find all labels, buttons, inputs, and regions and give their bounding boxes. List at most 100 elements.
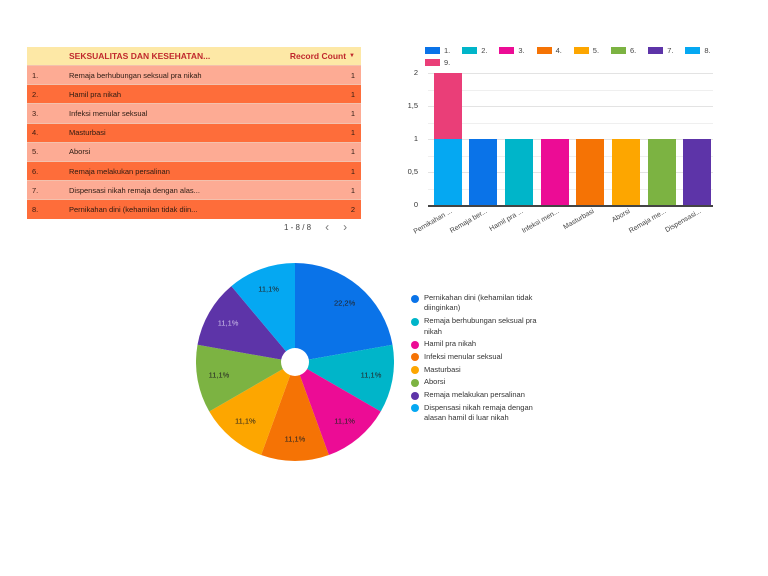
pie-slice[interactable]	[295, 344, 394, 412]
x-axis	[428, 205, 713, 207]
legend-label: 9.	[444, 58, 451, 67]
pie-slice[interactable]	[209, 362, 295, 456]
pie-legend-label: Masturbasi	[424, 364, 461, 374]
legend-item[interactable]: 3.	[499, 46, 525, 55]
pie-legend-item[interactable]: Masturbasi	[411, 365, 541, 375]
pie-legend-item[interactable]: Remaja melakukan persalinan	[411, 390, 541, 400]
pie-legend-label: Pernikahan dini (kehamilan tidak diingin…	[424, 293, 533, 313]
legend-swatch	[425, 47, 440, 54]
page-range: 1 - 8 / 8	[284, 222, 312, 232]
sort-desc-icon: ▼	[349, 53, 355, 59]
row-value: 1	[350, 70, 355, 80]
legend-item[interactable]: 5.	[573, 46, 599, 55]
table-row[interactable]: 4. Masturbasi 1	[27, 122, 361, 142]
pie-legend-label: Infeksi menular seksual	[424, 351, 503, 361]
table-row[interactable]: 1. Remaja berhubungan seksual pra nikah 1	[27, 65, 361, 85]
pie-legend-item[interactable]: Infeksi menular seksual	[411, 352, 541, 362]
gridline	[428, 89, 713, 91]
pie-legend-label: Aborsi	[424, 377, 446, 387]
table-row[interactable]: 5. Aborsi 1	[27, 141, 361, 161]
pie-slice[interactable]	[231, 263, 295, 362]
table-row[interactable]: 3. Infeksi menular seksual 1	[27, 103, 361, 123]
legend-item[interactable]: 8.	[685, 46, 711, 55]
y-tick-label: 2	[413, 68, 418, 77]
table-row[interactable]: 8. Pernikahan dini (kehamilan tidak diin.…	[27, 199, 361, 219]
row-value: 1	[350, 147, 355, 157]
legend-item[interactable]: 4.	[536, 46, 562, 55]
legend-item[interactable]: 1.	[425, 46, 450, 55]
gridline	[428, 172, 713, 173]
pagination: 1 - 8 / 8 ‹ ›	[284, 220, 348, 234]
pie-chart: 22,2% 11,1% 11,1% 11,1% 11,1% 11,1% 11,1% 11,1%	[196, 263, 394, 461]
legend-label: 2.	[481, 46, 488, 55]
table-row[interactable]: 6. Remaja melakukan persalinan 1	[27, 160, 361, 181]
metric-header[interactable]: Record Count ▼	[290, 51, 361, 61]
legend-label: 8.	[704, 46, 711, 55]
legend-item[interactable]: 7.	[648, 46, 673, 55]
legend-dot-icon	[411, 340, 419, 349]
bar-segment[interactable]	[647, 139, 676, 205]
pie-legend-item[interactable]: Aborsi	[411, 377, 541, 387]
bar-segment[interactable]	[505, 139, 534, 205]
pie-legend: Pernikahan dini (kehamilan tidak diingin…	[411, 293, 541, 426]
legend-label: 7.	[667, 46, 674, 55]
metric-header-label: Record Count	[289, 51, 347, 61]
legend-dot-icon	[411, 378, 419, 387]
pie-slice[interactable]	[197, 286, 295, 362]
bar-segment[interactable]	[433, 139, 462, 205]
pie-legend-item[interactable]: Pernikahan dini (kehamilan tidak diingin…	[411, 293, 541, 314]
row-index: 3.	[32, 108, 39, 118]
row-label: Remaja berhubungan seksual pra nikah	[69, 70, 202, 80]
bar-segment[interactable]	[611, 139, 640, 205]
row-value: 1	[350, 108, 355, 118]
dimension-header[interactable]: SEKSUALITAS DAN KESEHATAN...	[69, 51, 211, 61]
legend-dot-icon	[411, 404, 419, 413]
pie-percent-label: 22,2%	[333, 298, 356, 308]
next-page-icon[interactable]: ›	[343, 220, 348, 234]
row-index: 4.	[32, 128, 39, 138]
legend-dot-icon	[411, 294, 419, 303]
gridline	[428, 188, 713, 190]
legend-item[interactable]: 2.	[462, 46, 487, 55]
gridline	[428, 139, 713, 140]
pie-legend-label: Hamil pra nikah	[424, 339, 477, 349]
legend-dot-icon	[411, 366, 419, 375]
row-index: 5.	[32, 147, 39, 157]
legend-label: 4.	[555, 46, 562, 55]
bar-segment[interactable]	[576, 139, 605, 205]
table-row[interactable]: 2. Hamil pra nikah 1	[27, 84, 361, 104]
legend-item[interactable]: 6.	[611, 46, 636, 55]
bar-segment[interactable]	[433, 73, 462, 139]
pie-legend-item[interactable]: Dispensasi nikah remaja dengan alasan ha…	[411, 403, 541, 424]
bar-segment[interactable]	[469, 139, 498, 205]
legend-swatch	[573, 47, 589, 54]
bar-segment[interactable]	[540, 139, 569, 205]
row-index: 2.	[32, 89, 39, 99]
pie-percent-label: 11,1%	[360, 370, 382, 380]
pie-percent-label: 11,1%	[284, 434, 306, 444]
table-header: SEKSUALITAS DAN KESEHATAN... Record Coun…	[27, 47, 361, 65]
legend-label: 1.	[444, 46, 451, 55]
pie-slice[interactable]	[196, 344, 295, 412]
legend-swatch	[462, 47, 478, 54]
gridline	[428, 155, 713, 157]
bar-segment[interactable]	[683, 139, 712, 205]
gridline	[428, 122, 713, 124]
legend-label: 6.	[630, 46, 637, 55]
row-index: 6.	[32, 166, 39, 176]
legend-item[interactable]: 9.	[425, 58, 450, 67]
row-value: 1	[350, 185, 355, 195]
pie-slice[interactable]	[295, 263, 393, 362]
pie-slice[interactable]	[261, 362, 329, 461]
row-label: Hamil pra nikah	[69, 89, 122, 99]
y-tick-label: 0	[413, 200, 418, 209]
legend-swatch	[648, 47, 664, 54]
pie-legend-item[interactable]: Remaja berhubungan seksual pra nikah	[411, 316, 541, 337]
pie-legend-item[interactable]: Hamil pra nikah	[411, 339, 541, 349]
y-tick-label: 0,5	[407, 167, 418, 176]
table-row[interactable]: 7. Dispensasi nikah remaja dengan alas...…	[27, 180, 361, 200]
row-value: 1	[350, 128, 355, 138]
pie-slice[interactable]	[295, 362, 381, 456]
row-index: 8.	[32, 204, 39, 214]
prev-page-icon[interactable]: ‹	[325, 220, 330, 234]
